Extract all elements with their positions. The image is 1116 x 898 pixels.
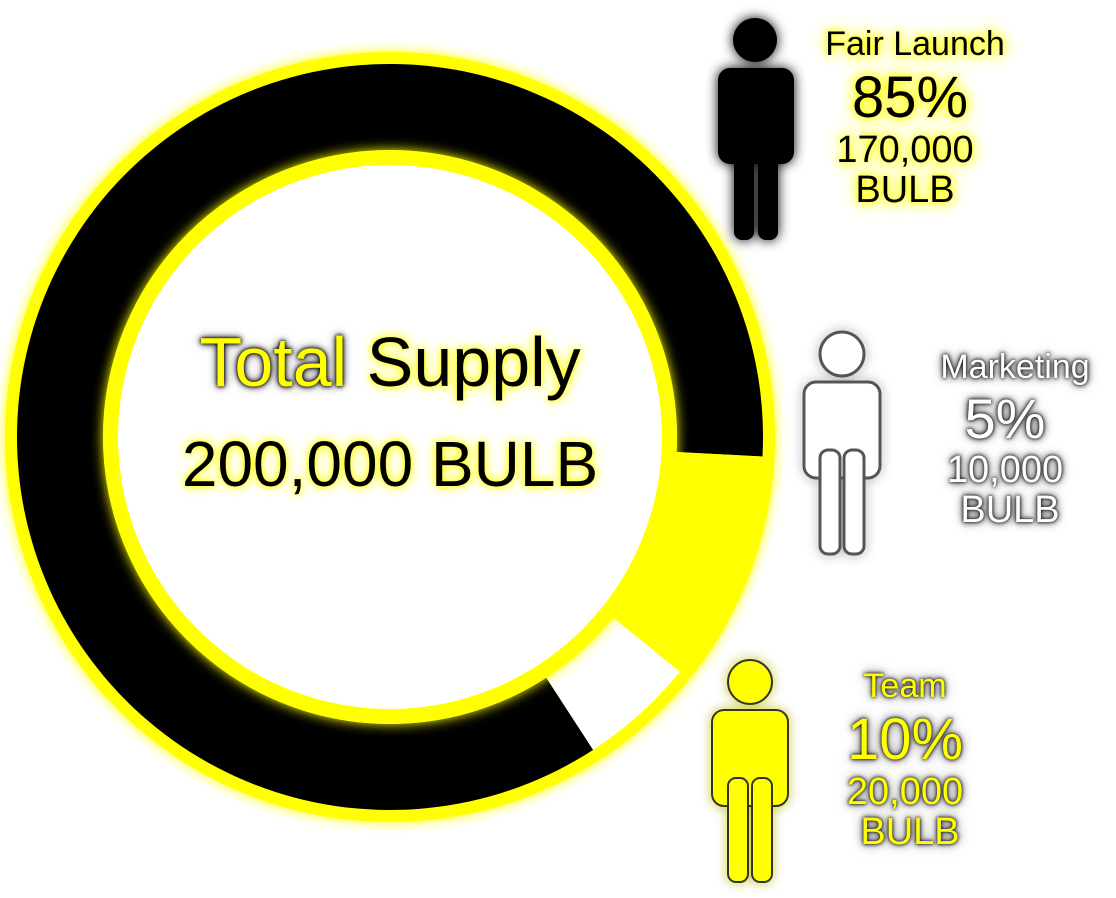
person-icon-white	[802, 330, 882, 556]
legend-team-unit: BULB	[860, 811, 960, 853]
legend-marketing: Marketing 5% 10,000 BULB	[920, 346, 1110, 530]
ring-hole	[118, 165, 662, 709]
chart-title-part1: Total	[199, 323, 348, 401]
legend-marketing-unit: BULB	[960, 489, 1060, 531]
slice-marketing	[546, 617, 680, 750]
legend-fair-launch-amount: 170,000	[836, 129, 974, 171]
legend-fair-launch: Fair Launch 85% 170,000 BULB	[800, 22, 1030, 210]
legend-fair-launch-percent: 85%	[851, 65, 969, 130]
legend-marketing-amount: 10,000	[946, 449, 1064, 491]
legend-team: Team 10% 20,000 BULB	[800, 664, 1010, 852]
legend-fair-launch-unit: BULB	[855, 169, 955, 211]
chart-total: 200,000 BULB	[181, 428, 599, 500]
chart-title: Total Supply	[130, 322, 650, 402]
person-icon-black	[718, 18, 794, 240]
legend-team-percent: 10%	[846, 707, 964, 772]
legend-fair-launch-name: Fair Launch	[825, 25, 1005, 63]
legend-marketing-percent: 5%	[964, 387, 1046, 450]
legend-team-name: Team	[863, 667, 947, 705]
legend-team-amount: 20,000	[846, 771, 964, 813]
slices-group	[17, 63, 764, 810]
person-icon-yellow	[711, 659, 789, 883]
chart-title-part2: Supply	[366, 323, 581, 401]
legend-marketing-name: Marketing	[940, 348, 1090, 386]
slice-team	[613, 452, 763, 672]
